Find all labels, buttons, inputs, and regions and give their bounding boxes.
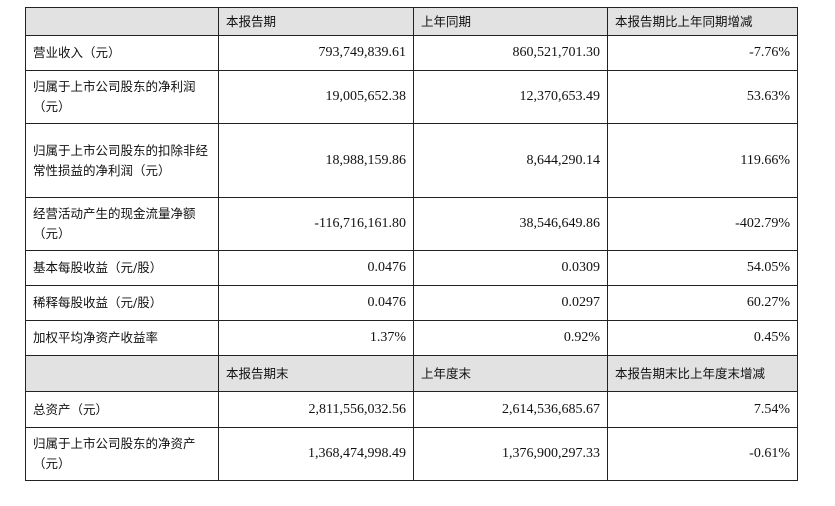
header-period-change: 本报告期比上年同期增减 (607, 7, 798, 36)
prior-value: 2,614,536,685.67 (413, 391, 608, 428)
current-value: 1,368,474,998.49 (218, 427, 414, 481)
table-row: 营业收入（元） 793,749,839.61 860,521,701.30 -7… (25, 35, 798, 71)
current-value: 0.0476 (218, 285, 414, 321)
change-value: 0.45% (607, 320, 798, 356)
financial-summary-table: 本报告期 上年同期 本报告期比上年同期增减 营业收入（元） 793,749,83… (25, 7, 798, 481)
row-label: 营业收入（元） (25, 35, 219, 71)
change-value: 53.63% (607, 70, 798, 124)
header-prior-period: 上年同期 (413, 7, 608, 36)
current-value: 793,749,839.61 (218, 35, 414, 71)
row-label: 归属于上市公司股东的扣除非经常性损益的净利润（元） (25, 123, 219, 198)
table-row: 总资产（元） 2,811,556,032.56 2,614,536,685.67… (25, 391, 798, 428)
row-label: 稀释每股收益（元/股） (25, 285, 219, 321)
header-current-period-end: 本报告期末 (218, 355, 414, 392)
row-label: 总资产（元） (25, 391, 219, 428)
prior-value: 8,644,290.14 (413, 123, 608, 198)
row-label: 归属于上市公司股东的净资产（元） (25, 427, 219, 481)
prior-value: 860,521,701.30 (413, 35, 608, 71)
table-row: 归属于上市公司股东的扣除非经常性损益的净利润（元） 18,988,159.86 … (25, 123, 798, 198)
change-value: -0.61% (607, 427, 798, 481)
row-label: 加权平均净资产收益率 (25, 320, 219, 356)
current-value: 0.0476 (218, 250, 414, 286)
header-blank-cell (25, 355, 219, 392)
change-value: -7.76% (607, 35, 798, 71)
current-value: 18,988,159.86 (218, 123, 414, 198)
table-row: 经营活动产生的现金流量净额（元） -116,716,161.80 38,546,… (25, 197, 798, 251)
change-value: 7.54% (607, 391, 798, 428)
table-row: 归属于上市公司股东的净利润（元） 19,005,652.38 12,370,65… (25, 70, 798, 124)
header-row-period-end: 本报告期末 上年度末 本报告期末比上年度末增减 (25, 355, 798, 392)
row-label: 经营活动产生的现金流量净额（元） (25, 197, 219, 251)
change-value: 119.66% (607, 123, 798, 198)
table-row: 稀释每股收益（元/股） 0.0476 0.0297 60.27% (25, 285, 798, 321)
row-label: 归属于上市公司股东的净利润（元） (25, 70, 219, 124)
prior-value: 12,370,653.49 (413, 70, 608, 124)
current-value: 2,811,556,032.56 (218, 391, 414, 428)
current-value: 19,005,652.38 (218, 70, 414, 124)
change-value: 54.05% (607, 250, 798, 286)
change-value: 60.27% (607, 285, 798, 321)
header-prior-year-end: 上年度末 (413, 355, 608, 392)
header-current-period: 本报告期 (218, 7, 414, 36)
row-label: 基本每股收益（元/股） (25, 250, 219, 286)
prior-value: 0.92% (413, 320, 608, 356)
header-row-period: 本报告期 上年同期 本报告期比上年同期增减 (25, 7, 798, 36)
header-blank-cell (25, 7, 219, 36)
current-value: 1.37% (218, 320, 414, 356)
table-row: 基本每股收益（元/股） 0.0476 0.0309 54.05% (25, 250, 798, 286)
prior-value: 0.0309 (413, 250, 608, 286)
prior-value: 38,546,649.86 (413, 197, 608, 251)
change-value: -402.79% (607, 197, 798, 251)
prior-value: 0.0297 (413, 285, 608, 321)
table-row: 加权平均净资产收益率 1.37% 0.92% 0.45% (25, 320, 798, 356)
prior-value: 1,376,900,297.33 (413, 427, 608, 481)
current-value: -116,716,161.80 (218, 197, 414, 251)
table-row: 归属于上市公司股东的净资产（元） 1,368,474,998.49 1,376,… (25, 427, 798, 481)
header-period-end-change: 本报告期末比上年度末增减 (607, 355, 798, 392)
